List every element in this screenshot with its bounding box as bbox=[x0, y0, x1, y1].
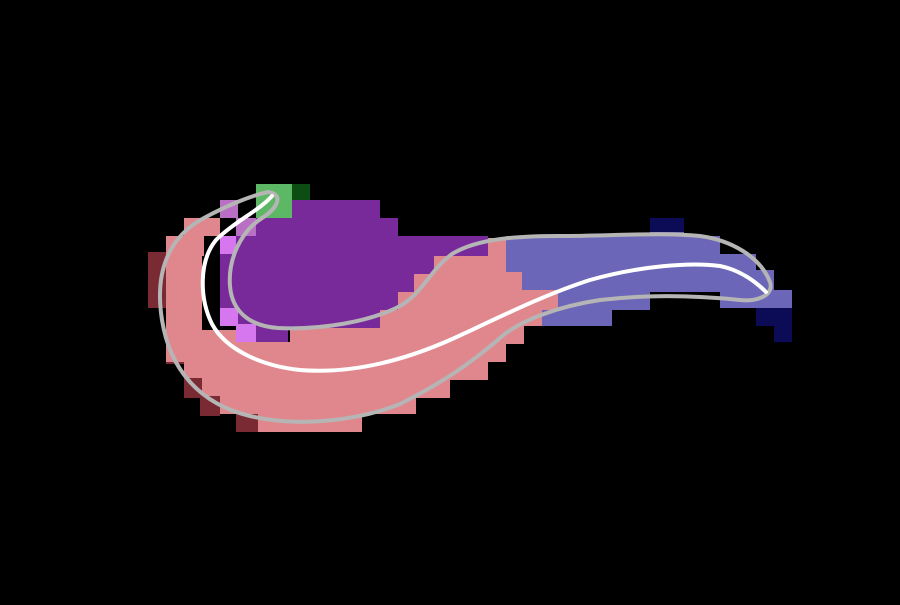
tail-edge-pixels bbox=[650, 218, 792, 342]
pixel-mask-layer bbox=[148, 184, 792, 432]
centerline bbox=[200, 194, 768, 373]
tip-region bbox=[256, 184, 310, 218]
overlap-pixels bbox=[220, 236, 256, 342]
body-region bbox=[166, 218, 558, 432]
head-region bbox=[220, 200, 488, 342]
contour-outline bbox=[157, 190, 773, 424]
